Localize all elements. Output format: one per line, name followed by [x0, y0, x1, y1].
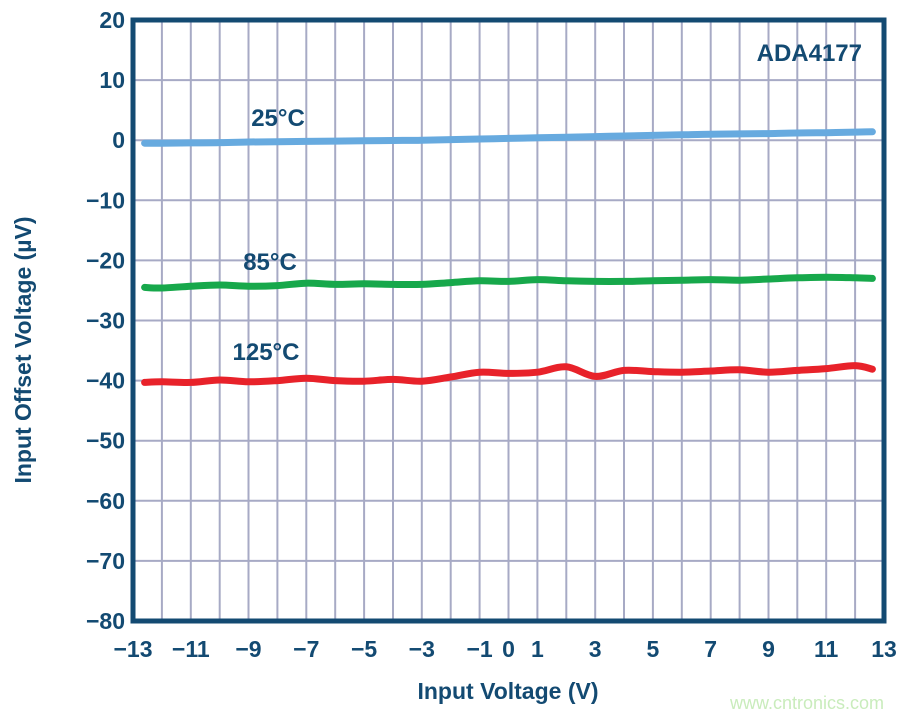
y-tick-label: 10 [99, 67, 125, 93]
x-axis-title: Input Voltage (V) [417, 678, 598, 704]
plot-border [130, 17, 887, 624]
x-axis-tick-labels: −13 −11 −9 −7 −5 −3 −1 0 1 3 5 7 9 11 13 [113, 636, 896, 662]
y-tick-label: −60 [86, 488, 125, 514]
y-axis-title: Input Offset Voltage (µV) [10, 216, 36, 483]
x-tick-label: −11 [172, 636, 210, 662]
y-tick-label: 20 [99, 7, 125, 33]
series-curve-125C [141, 362, 876, 386]
series-curves [141, 128, 876, 386]
gridlines [133, 20, 884, 621]
y-tick-label: −70 [86, 548, 125, 574]
y-tick-label: −10 [86, 187, 125, 213]
y-tick-label: −30 [86, 308, 125, 334]
y-tick-label: −40 [86, 368, 125, 394]
x-tick-label: 9 [762, 636, 775, 662]
watermark: www.cntronics.com [729, 693, 884, 713]
series-curve-25C [141, 128, 876, 147]
x-tick-label: 1 [531, 636, 544, 662]
y-tick-label: −80 [86, 608, 125, 634]
series-curve-85C [141, 273, 876, 292]
x-tick-label: −5 [351, 636, 377, 662]
series-label-25c: 25°C [251, 105, 305, 132]
y-tick-label: −50 [86, 428, 125, 454]
chart-title: ADA4177 [757, 40, 862, 67]
x-tick-label: −7 [293, 636, 319, 662]
series-label-85c: 85°C [243, 249, 297, 276]
series-label-125c: 125°C [233, 339, 300, 366]
y-tick-label: 0 [112, 127, 125, 153]
x-tick-label: 7 [704, 636, 717, 662]
x-tick-label: 13 [871, 636, 897, 662]
x-tick-label: 11 [814, 636, 839, 662]
x-tick-label: 0 [502, 636, 515, 662]
x-tick-label: 3 [589, 636, 602, 662]
x-tick-label: −3 [409, 636, 435, 662]
y-axis-tick-labels: 20 10 0 −10 −20 −30 −40 −50 −60 −70 −80 [86, 7, 125, 634]
x-tick-label: 5 [647, 636, 660, 662]
x-tick-label: −1 [466, 636, 492, 662]
x-tick-label: −9 [235, 636, 261, 662]
x-tick-label: −13 [113, 636, 152, 662]
y-tick-label: −20 [86, 247, 125, 273]
